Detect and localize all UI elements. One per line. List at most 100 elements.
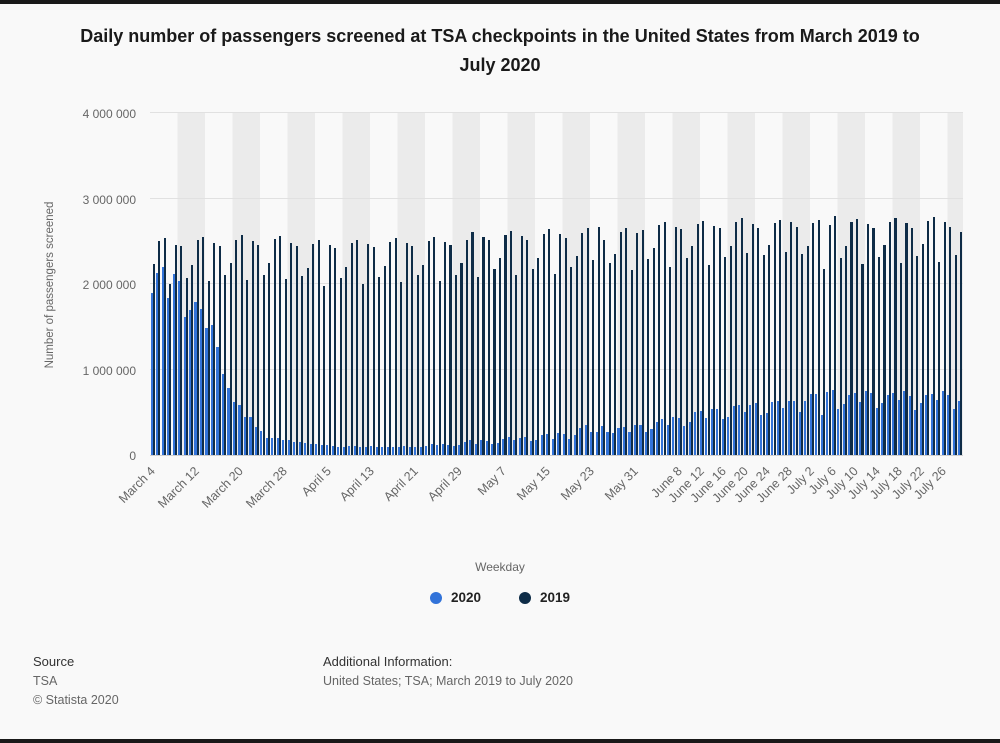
bar-2019-march-26[interactable]	[273, 238, 276, 455]
bar-2019-april-6[interactable]	[334, 248, 337, 455]
bar-2020-april-27[interactable]	[447, 444, 450, 455]
bar-2019-july-28[interactable]	[954, 254, 957, 455]
bar-2020-june-28[interactable]	[787, 400, 790, 455]
bar-2019-may-16[interactable]	[553, 273, 556, 455]
bar-2020-april-2[interactable]	[309, 444, 312, 455]
bar-2020-may-18[interactable]	[562, 434, 565, 455]
bar-2019-may-26[interactable]	[608, 262, 611, 455]
bar-2019-june-25[interactable]	[773, 223, 776, 455]
bar-2020-june-12[interactable]	[699, 410, 702, 455]
bar-2020-july-4[interactable]	[820, 415, 823, 455]
bar-2020-april-23[interactable]	[425, 445, 428, 455]
bar-2020-june-16[interactable]	[721, 419, 724, 455]
bar-2020-march-21[interactable]	[243, 416, 246, 455]
bar-2019-april-24[interactable]	[433, 236, 436, 455]
bar-2019-march-15[interactable]	[213, 242, 216, 455]
bar-2019-april-12[interactable]	[367, 243, 370, 455]
bar-2019-july-1[interactable]	[806, 246, 809, 455]
bar-2019-may-19[interactable]	[570, 266, 573, 455]
bar-2019-june-12[interactable]	[702, 220, 705, 455]
bar-2020-june-27[interactable]	[782, 408, 785, 455]
bar-2019-july-27[interactable]	[949, 226, 952, 455]
bar-2019-june-29[interactable]	[795, 226, 798, 455]
bar-2020-march-26[interactable]	[271, 437, 274, 455]
bar-2019-march-25[interactable]	[268, 262, 271, 455]
bar-2019-march-22[interactable]	[251, 241, 254, 455]
bar-2020-may-20[interactable]	[573, 435, 576, 455]
bar-2020-april-3[interactable]	[315, 443, 318, 455]
bar-2020-april-6[interactable]	[331, 445, 334, 455]
bar-2019-july-7[interactable]	[839, 257, 842, 455]
bar-2020-april-4[interactable]	[320, 444, 323, 455]
bar-2019-june-24[interactable]	[768, 244, 771, 455]
bar-2019-may-1[interactable]	[471, 231, 474, 455]
bar-2019-may-6[interactable]	[498, 258, 501, 455]
source-toggle[interactable]: Source	[33, 654, 75, 669]
bar-2020-july-13[interactable]	[870, 393, 873, 455]
bar-2019-april-30[interactable]	[465, 239, 469, 455]
bar-2019-june-4[interactable]	[658, 225, 661, 455]
bar-2020-june-24[interactable]	[765, 412, 768, 455]
bar-2019-june-27[interactable]	[784, 251, 787, 455]
bar-2019-july-18[interactable]	[899, 262, 903, 455]
bar-2020-march-29[interactable]	[287, 439, 290, 455]
bar-2020-may-14[interactable]	[540, 435, 543, 455]
bar-2020-june-25[interactable]	[771, 401, 774, 455]
bar-2020-may-7[interactable]	[502, 438, 505, 455]
bar-2019-july-13[interactable]	[872, 228, 875, 455]
bar-2020-june-26[interactable]	[776, 400, 779, 455]
bar-2019-june-26[interactable]	[779, 219, 782, 455]
bar-2019-may-22[interactable]	[586, 227, 589, 455]
bar-2020-july-28[interactable]	[952, 408, 955, 455]
bar-2019-june-7[interactable]	[674, 226, 677, 455]
bar-2019-june-28[interactable]	[790, 222, 793, 455]
bar-2019-april-11[interactable]	[361, 284, 364, 455]
bar-2020-june-21[interactable]	[749, 404, 752, 455]
bar-2020-april-7[interactable]	[337, 446, 340, 455]
bar-2019-april-27[interactable]	[449, 244, 452, 455]
bar-2020-may-17[interactable]	[557, 433, 560, 455]
bar-2020-march-20[interactable]	[238, 404, 241, 455]
bar-2020-april-11[interactable]	[359, 447, 362, 455]
bar-2019-july-25[interactable]	[938, 261, 941, 455]
bar-2020-june-18[interactable]	[732, 405, 735, 455]
bar-2019-july-11[interactable]	[861, 264, 864, 455]
bar-2019-may-3[interactable]	[482, 236, 485, 455]
bar-2019-march-20[interactable]	[240, 235, 243, 455]
bar-2019-may-20[interactable]	[575, 255, 578, 455]
bar-2020-may-23[interactable]	[590, 432, 593, 455]
bar-2020-april-8[interactable]	[342, 446, 345, 455]
bar-2019-march-18[interactable]	[229, 263, 232, 455]
bar-2020-july-11[interactable]	[859, 401, 862, 455]
bar-2020-march-30[interactable]	[293, 442, 296, 455]
bar-2019-april-14[interactable]	[378, 277, 381, 455]
bar-2019-april-2[interactable]	[312, 243, 315, 455]
bar-2019-may-10[interactable]	[520, 236, 523, 455]
bar-2019-april-9[interactable]	[350, 242, 353, 455]
bar-2019-april-8[interactable]	[345, 266, 348, 455]
bar-2019-april-25[interactable]	[438, 281, 441, 455]
bar-2020-may-15[interactable]	[546, 433, 549, 455]
bar-2020-april-12[interactable]	[364, 447, 367, 455]
bar-2020-june-8[interactable]	[677, 418, 680, 455]
bar-2020-june-13[interactable]	[705, 417, 708, 455]
bar-2019-march-8[interactable]	[174, 244, 177, 455]
bar-2020-april-13[interactable]	[370, 446, 373, 455]
bar-2020-july-6[interactable]	[831, 390, 834, 455]
bar-2019-march-6[interactable]	[163, 237, 166, 455]
bar-2019-july-4[interactable]	[823, 268, 826, 455]
bar-2019-march-21[interactable]	[246, 279, 249, 455]
bar-2020-june-5[interactable]	[661, 419, 664, 455]
bar-2019-june-11[interactable]	[696, 224, 699, 455]
bar-2020-march-27[interactable]	[276, 437, 279, 455]
bar-2019-may-24[interactable]	[597, 226, 600, 455]
bar-2020-april-30[interactable]	[463, 441, 466, 455]
bar-2020-march-5[interactable]	[156, 272, 159, 455]
bar-2020-march-11[interactable]	[189, 309, 192, 455]
bar-2020-june-10[interactable]	[688, 422, 691, 455]
bar-2020-april-22[interactable]	[419, 446, 422, 455]
bar-2019-june-8[interactable]	[680, 229, 683, 455]
bar-2020-may-21[interactable]	[579, 427, 582, 455]
bar-2019-may-15[interactable]	[548, 229, 551, 455]
bar-2020-may-16[interactable]	[551, 438, 554, 455]
